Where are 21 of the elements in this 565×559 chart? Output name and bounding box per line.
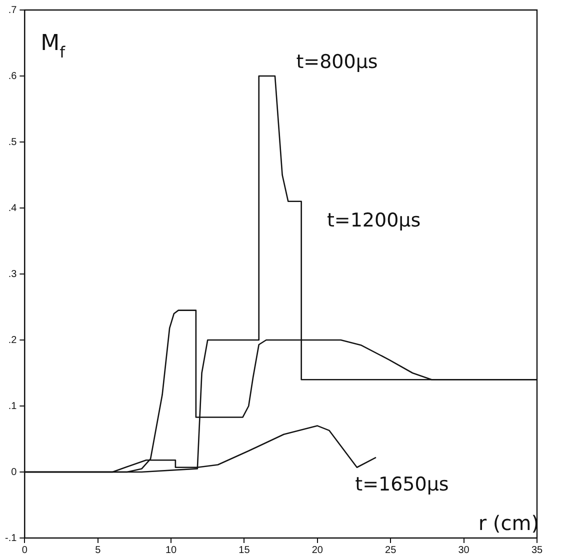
x-tick-label: 35 [531, 544, 543, 556]
x-tick-label: 30 [458, 544, 470, 556]
x-tick-label: 0 [22, 544, 28, 556]
x-tick-label: 25 [385, 544, 397, 556]
annotation: t=1200μs [326, 209, 421, 232]
y-tick-label: .4 [8, 202, 18, 214]
y-tick-label: .3 [8, 268, 18, 280]
x-axis-title: r (cm) [478, 511, 540, 535]
x-tick-label: 10 [165, 544, 178, 556]
x-tick-label: 20 [312, 544, 324, 556]
y-tick-label: .7 [8, 4, 18, 16]
y-tick-label: .5 [8, 136, 18, 148]
y-tick-label: .6 [8, 70, 18, 82]
annotation: t=1650μs [355, 473, 449, 496]
y-tick-label: .2 [8, 334, 18, 346]
y-tick-label: 0 [11, 466, 18, 478]
annotation: t=800μs [296, 51, 378, 74]
x-tick-label: 5 [95, 544, 102, 556]
y-tick-label: -.1 [5, 532, 18, 544]
x-tick-label: 15 [238, 544, 250, 556]
y-tick-label: .1 [8, 400, 18, 412]
